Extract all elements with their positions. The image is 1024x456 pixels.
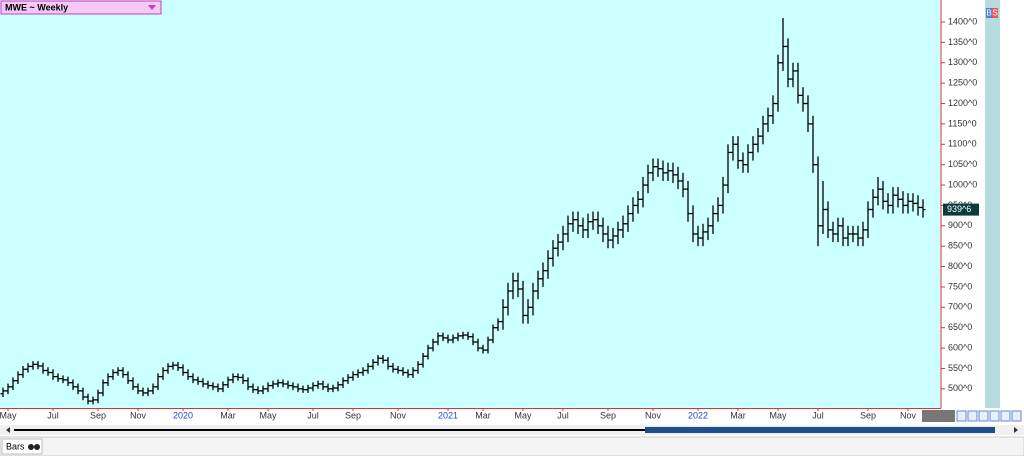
y-tick-label: 1150^0 bbox=[948, 118, 977, 128]
badge-text: B bbox=[986, 9, 991, 18]
right-margin bbox=[1000, 0, 1024, 408]
y-tick-label: 650^0 bbox=[948, 322, 972, 332]
y-tick-label: 800^0 bbox=[948, 261, 972, 271]
x-tick-label: Sep bbox=[600, 410, 616, 420]
zoom-button[interactable] bbox=[1000, 410, 1011, 422]
x-tick-label: Sep bbox=[345, 410, 361, 420]
zoom-button[interactable] bbox=[989, 410, 1000, 422]
x-tick-label: Nov bbox=[900, 410, 917, 420]
x-tick-label: Jul bbox=[557, 410, 569, 420]
last-price-box bbox=[943, 203, 979, 216]
y-tick-label: 700^0 bbox=[948, 302, 972, 312]
y-tick-label: 750^0 bbox=[948, 281, 972, 291]
y-tick-label: 1100^0 bbox=[948, 139, 977, 149]
x-tick-label: 2021 bbox=[438, 410, 458, 420]
x-tick-label: Mar bbox=[220, 410, 236, 420]
zoom-buttons bbox=[956, 410, 1022, 422]
scroll-thumb[interactable] bbox=[645, 427, 995, 433]
y-tick-label: 900^0 bbox=[948, 220, 972, 230]
x-tick-label: Sep bbox=[860, 410, 876, 420]
y-tick-label: 1050^0 bbox=[948, 159, 977, 169]
scroll-right[interactable] bbox=[1014, 427, 1018, 433]
y-tick-label: 600^0 bbox=[948, 342, 972, 352]
last-price-label: 939^6 bbox=[947, 204, 971, 214]
zoom-button[interactable] bbox=[1011, 410, 1022, 422]
x-tick-label: May bbox=[514, 410, 532, 420]
x-tick-label: Nov bbox=[130, 410, 147, 420]
y-tick-label: 1200^0 bbox=[948, 98, 977, 108]
y-tick-label: 1250^0 bbox=[948, 78, 977, 88]
y-tick-label: 1350^0 bbox=[948, 37, 977, 47]
footer-bar bbox=[0, 436, 1024, 456]
y-tick-label: 850^0 bbox=[948, 241, 972, 251]
x-tick-label: Jul bbox=[307, 410, 319, 420]
zoom-button[interactable] bbox=[967, 410, 978, 422]
chart-title: MWE ~ Weekly bbox=[5, 2, 68, 12]
badge-s[interactable] bbox=[992, 8, 998, 18]
x-tick-label: 2022 bbox=[688, 410, 708, 420]
time-axis-area bbox=[0, 409, 1024, 425]
x-tick-label: Jul bbox=[812, 410, 824, 420]
x-tick-label: May bbox=[0, 410, 17, 420]
x-tick-label: May bbox=[259, 410, 277, 420]
y-tick-label: 500^0 bbox=[948, 383, 972, 393]
tab-icon[interactable] bbox=[28, 444, 34, 450]
x-tick-label: Nov bbox=[645, 410, 662, 420]
side-panel bbox=[985, 0, 1000, 408]
y-tick-label: 1300^0 bbox=[948, 57, 977, 67]
axis-corner bbox=[922, 410, 955, 422]
plot-area bbox=[0, 0, 941, 408]
x-tick-label: Mar bbox=[730, 410, 746, 420]
dropdown-arrow[interactable] bbox=[148, 5, 156, 10]
study-tab[interactable] bbox=[1, 438, 43, 455]
x-tick-label: Nov bbox=[390, 410, 407, 420]
x-tick-label: May bbox=[769, 410, 787, 420]
y-tick-label: 1000^0 bbox=[948, 179, 977, 189]
x-tick-label: 2020 bbox=[173, 410, 193, 420]
x-tick-label: Sep bbox=[90, 410, 106, 420]
x-tick-label: Mar bbox=[475, 410, 491, 420]
zoom-button[interactable] bbox=[978, 410, 989, 422]
tab-icon[interactable] bbox=[34, 444, 40, 450]
badge-b[interactable] bbox=[986, 8, 992, 18]
x-tick-label: Jul bbox=[47, 410, 59, 420]
zoom-button[interactable] bbox=[956, 410, 967, 422]
y-tick-label: 1400^0 bbox=[948, 16, 977, 26]
badge-text: S bbox=[992, 9, 997, 18]
symbol-box[interactable] bbox=[0, 0, 162, 15]
y-tick-label: 550^0 bbox=[948, 363, 972, 373]
footer-label: Bars bbox=[6, 441, 25, 451]
scroll-left[interactable] bbox=[6, 427, 10, 433]
